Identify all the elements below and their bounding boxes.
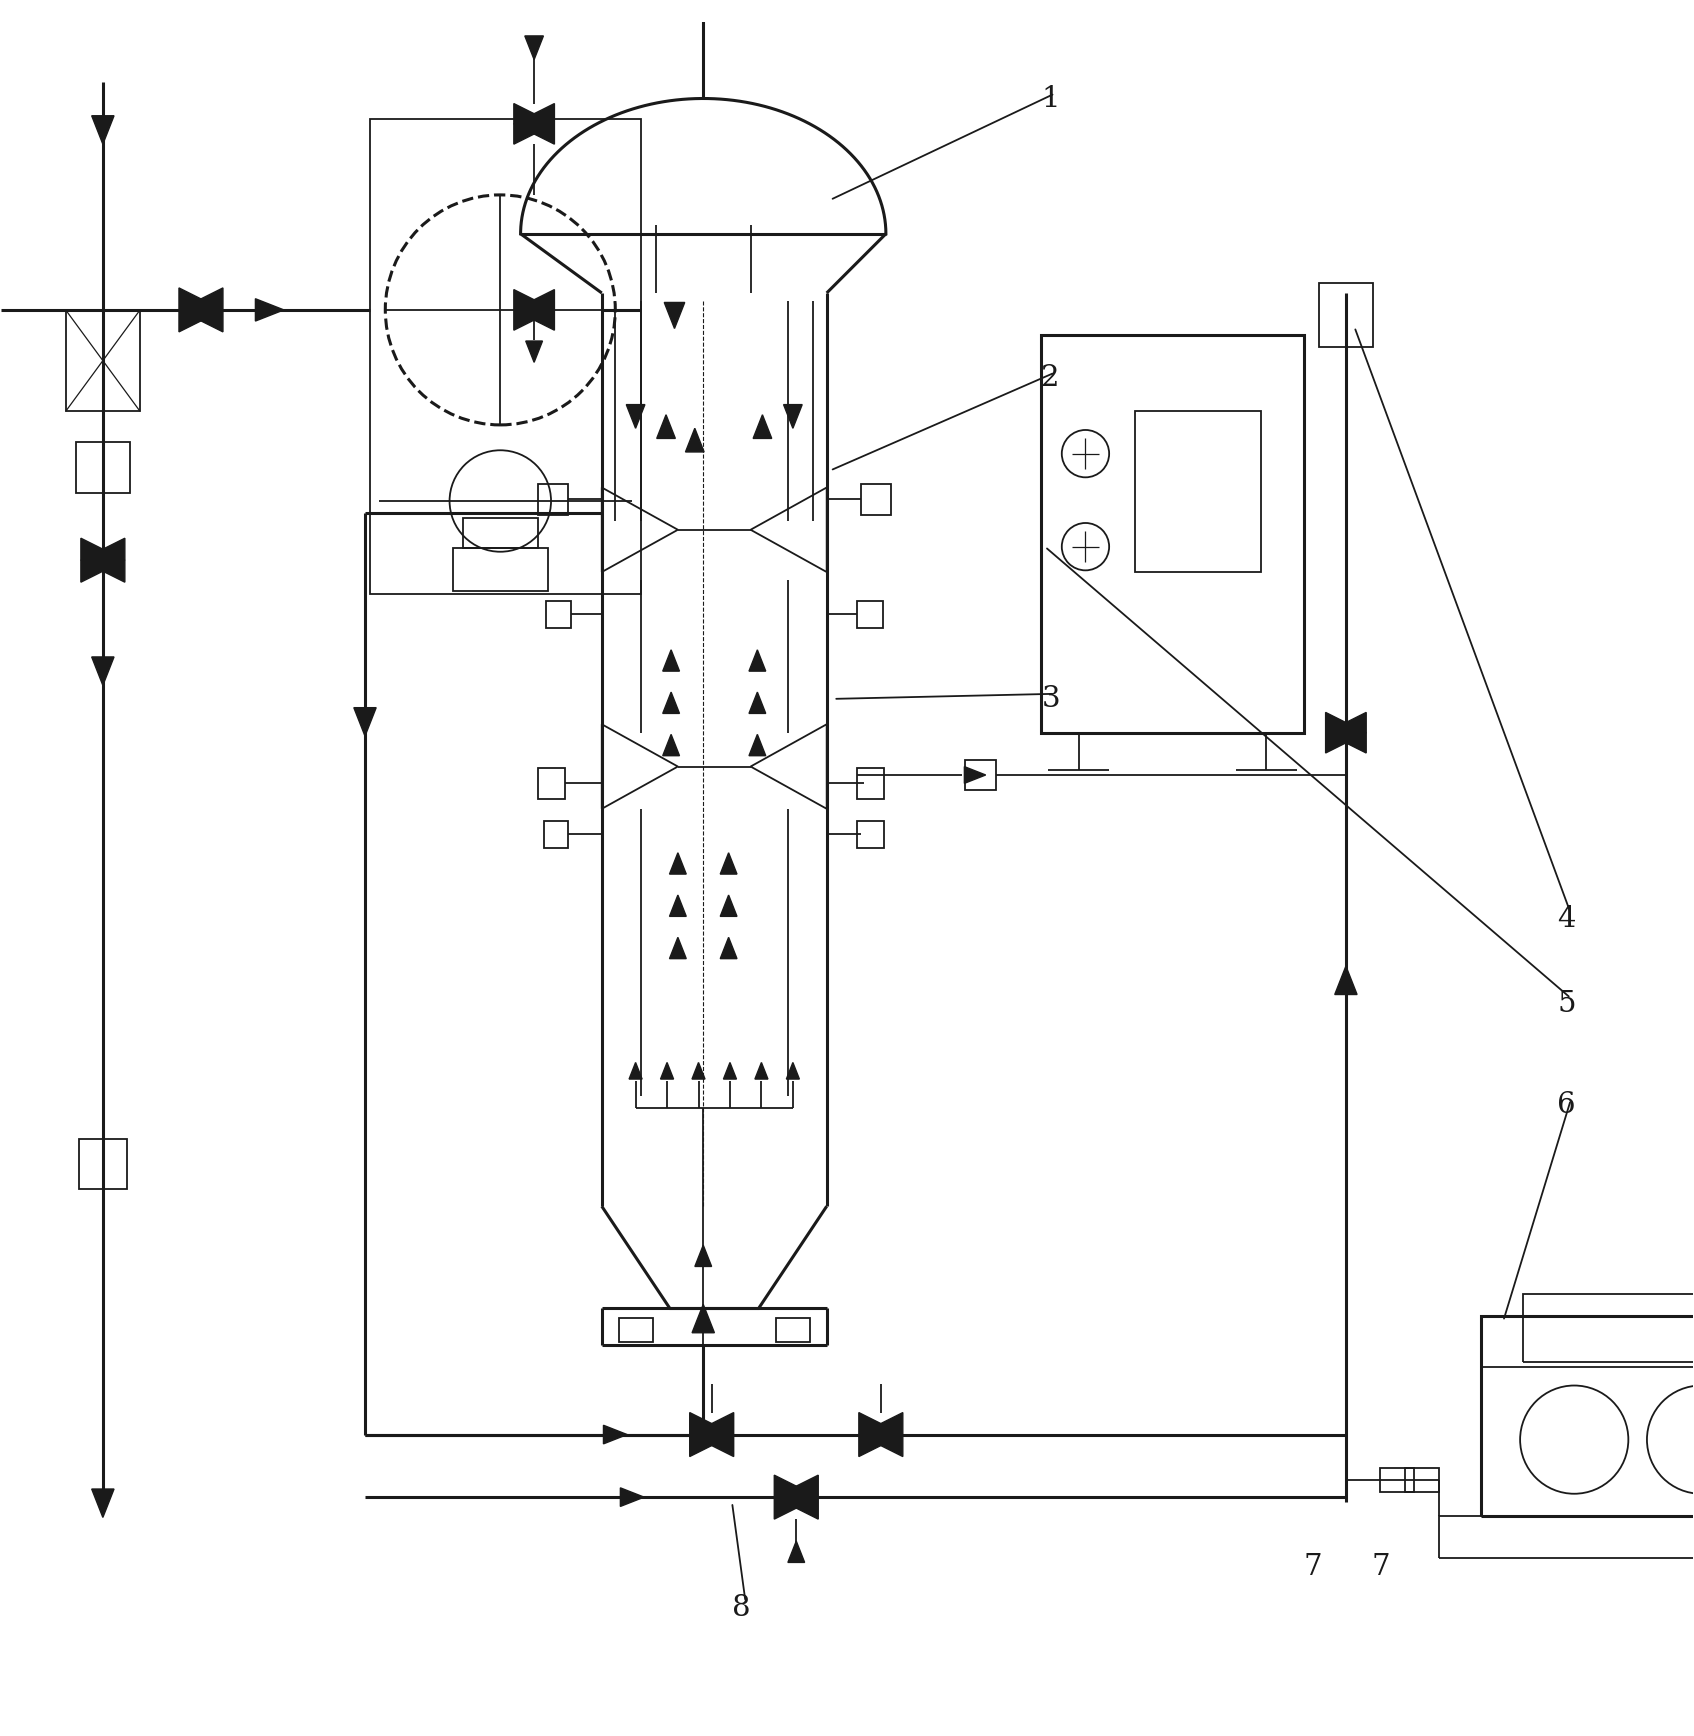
Text: 7: 7 bbox=[1304, 1554, 1323, 1581]
Polygon shape bbox=[720, 852, 737, 875]
Text: 4: 4 bbox=[1557, 904, 1575, 934]
Polygon shape bbox=[695, 1245, 711, 1267]
Text: 3: 3 bbox=[1042, 686, 1060, 713]
Polygon shape bbox=[601, 724, 678, 809]
Bar bbox=[369, 118, 640, 594]
Polygon shape bbox=[513, 104, 554, 144]
Polygon shape bbox=[859, 1413, 903, 1457]
Polygon shape bbox=[91, 656, 113, 686]
Polygon shape bbox=[689, 1413, 734, 1457]
Polygon shape bbox=[620, 1488, 644, 1507]
Bar bbox=[618, 1318, 652, 1342]
Polygon shape bbox=[669, 852, 686, 875]
Polygon shape bbox=[525, 36, 544, 59]
Text: 8: 8 bbox=[732, 1594, 750, 1621]
Polygon shape bbox=[750, 724, 827, 809]
Polygon shape bbox=[513, 290, 554, 330]
Polygon shape bbox=[513, 290, 554, 330]
Text: 5: 5 bbox=[1557, 990, 1575, 1017]
Bar bbox=[452, 549, 547, 590]
Bar bbox=[66, 311, 141, 411]
Polygon shape bbox=[750, 488, 827, 573]
Polygon shape bbox=[774, 1476, 818, 1519]
Bar bbox=[776, 1318, 810, 1342]
Polygon shape bbox=[627, 404, 645, 429]
Bar bbox=[966, 760, 996, 790]
Polygon shape bbox=[669, 896, 686, 917]
Polygon shape bbox=[81, 538, 125, 582]
Polygon shape bbox=[628, 1062, 642, 1080]
Polygon shape bbox=[964, 767, 986, 783]
Polygon shape bbox=[91, 116, 113, 144]
Polygon shape bbox=[354, 708, 376, 736]
Polygon shape bbox=[749, 693, 766, 713]
Polygon shape bbox=[689, 1413, 734, 1457]
Polygon shape bbox=[1326, 712, 1365, 753]
Polygon shape bbox=[693, 1304, 715, 1333]
Bar bbox=[1523, 1295, 1694, 1361]
Polygon shape bbox=[662, 649, 679, 672]
Polygon shape bbox=[603, 1425, 627, 1444]
Text: 2: 2 bbox=[1042, 365, 1060, 392]
Bar bbox=[76, 443, 130, 493]
Bar bbox=[80, 1139, 127, 1189]
Bar bbox=[1042, 335, 1304, 733]
Polygon shape bbox=[756, 1062, 767, 1080]
Text: 7: 7 bbox=[1370, 1554, 1389, 1581]
Polygon shape bbox=[657, 415, 676, 439]
Polygon shape bbox=[720, 896, 737, 917]
Polygon shape bbox=[91, 1489, 113, 1517]
Polygon shape bbox=[664, 302, 684, 328]
Polygon shape bbox=[693, 1062, 705, 1080]
Polygon shape bbox=[754, 415, 772, 439]
Polygon shape bbox=[525, 340, 542, 363]
Polygon shape bbox=[774, 1476, 818, 1519]
Text: 1: 1 bbox=[1042, 85, 1060, 113]
Polygon shape bbox=[859, 1413, 903, 1457]
Bar bbox=[544, 821, 567, 847]
Bar bbox=[1135, 411, 1262, 573]
Polygon shape bbox=[749, 734, 766, 755]
Bar bbox=[1379, 1469, 1413, 1491]
Bar bbox=[1404, 1469, 1438, 1491]
Bar bbox=[857, 769, 884, 799]
Polygon shape bbox=[784, 404, 803, 429]
Polygon shape bbox=[720, 937, 737, 958]
Polygon shape bbox=[788, 1542, 805, 1562]
Text: 6: 6 bbox=[1557, 1092, 1575, 1120]
Polygon shape bbox=[81, 538, 125, 582]
Polygon shape bbox=[601, 488, 678, 573]
Polygon shape bbox=[1335, 967, 1357, 995]
Bar bbox=[1438, 1516, 1694, 1557]
Bar bbox=[537, 484, 567, 514]
Bar bbox=[1320, 283, 1372, 347]
Polygon shape bbox=[723, 1062, 737, 1080]
Bar bbox=[1481, 1316, 1694, 1516]
Bar bbox=[861, 484, 891, 514]
Bar bbox=[857, 601, 883, 628]
Bar bbox=[857, 821, 884, 847]
Polygon shape bbox=[786, 1062, 800, 1080]
Polygon shape bbox=[180, 288, 224, 332]
Polygon shape bbox=[749, 649, 766, 672]
Polygon shape bbox=[662, 693, 679, 713]
Polygon shape bbox=[662, 734, 679, 755]
Bar bbox=[462, 517, 537, 549]
Polygon shape bbox=[669, 937, 686, 958]
Polygon shape bbox=[686, 429, 705, 451]
Polygon shape bbox=[1326, 712, 1365, 753]
Bar bbox=[537, 769, 564, 799]
Bar bbox=[545, 601, 571, 628]
Polygon shape bbox=[661, 1062, 674, 1080]
Polygon shape bbox=[513, 104, 554, 144]
Polygon shape bbox=[256, 299, 285, 321]
Polygon shape bbox=[180, 288, 224, 332]
